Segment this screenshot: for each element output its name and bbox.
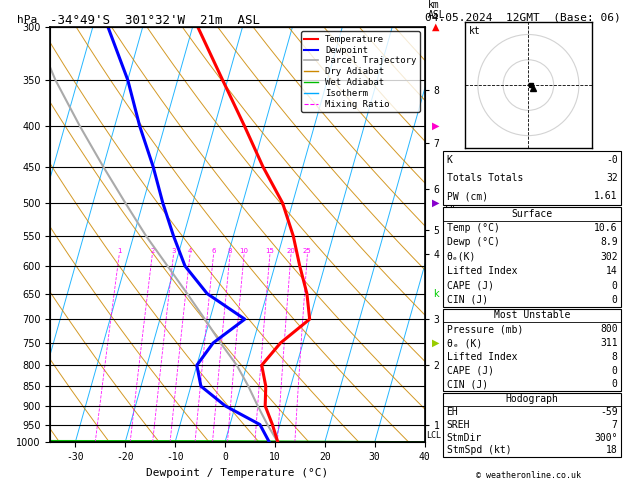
- Text: Pressure (mb): Pressure (mb): [447, 324, 523, 334]
- Text: 1: 1: [117, 248, 121, 254]
- Text: km
ASL: km ASL: [428, 0, 446, 20]
- Text: Dewp (°C): Dewp (°C): [447, 238, 499, 247]
- Text: kt: kt: [469, 26, 481, 35]
- Y-axis label: Mixing Ratio (g/kg): Mixing Ratio (g/kg): [445, 179, 455, 290]
- Text: Surface: Surface: [511, 208, 552, 219]
- Text: ▲: ▲: [432, 22, 440, 32]
- Text: 0: 0: [612, 295, 618, 305]
- Text: 0: 0: [612, 280, 618, 291]
- Text: 04.05.2024  12GMT  (Base: 06): 04.05.2024 12GMT (Base: 06): [425, 12, 620, 22]
- Text: ▶: ▶: [432, 338, 440, 348]
- Text: 10: 10: [240, 248, 248, 254]
- Text: Lifted Index: Lifted Index: [447, 352, 517, 362]
- Text: hPa: hPa: [16, 15, 37, 25]
- Text: 15: 15: [265, 248, 274, 254]
- Text: -0: -0: [606, 155, 618, 165]
- Legend: Temperature, Dewpoint, Parcel Trajectory, Dry Adiabat, Wet Adiabat, Isotherm, Mi: Temperature, Dewpoint, Parcel Trajectory…: [301, 31, 420, 112]
- Text: PW (cm): PW (cm): [447, 191, 487, 201]
- Text: 2: 2: [150, 248, 155, 254]
- Text: 300°: 300°: [594, 433, 618, 443]
- Text: K: K: [447, 155, 452, 165]
- Text: Most Unstable: Most Unstable: [494, 311, 570, 320]
- Text: 7: 7: [612, 420, 618, 430]
- Text: k: k: [433, 289, 438, 298]
- Text: Temp (°C): Temp (°C): [447, 223, 499, 233]
- Text: 25: 25: [303, 248, 312, 254]
- Text: 0: 0: [612, 380, 618, 389]
- Text: 18: 18: [606, 446, 618, 455]
- Text: SREH: SREH: [447, 420, 470, 430]
- Text: -59: -59: [600, 407, 618, 417]
- Text: ▶: ▶: [432, 198, 440, 208]
- Text: ▶: ▶: [432, 121, 440, 131]
- Text: 10.6: 10.6: [594, 223, 618, 233]
- Text: 1.61: 1.61: [594, 191, 618, 201]
- Text: 0: 0: [612, 365, 618, 376]
- Text: CAPE (J): CAPE (J): [447, 365, 494, 376]
- Text: 6: 6: [211, 248, 216, 254]
- Text: EH: EH: [447, 407, 459, 417]
- Text: LCL: LCL: [426, 431, 442, 440]
- Text: © weatheronline.co.uk: © weatheronline.co.uk: [476, 470, 581, 480]
- Text: CIN (J): CIN (J): [447, 380, 487, 389]
- Text: Totals Totals: Totals Totals: [447, 173, 523, 183]
- Text: StmDir: StmDir: [447, 433, 482, 443]
- X-axis label: Dewpoint / Temperature (°C): Dewpoint / Temperature (°C): [147, 468, 328, 478]
- Text: CIN (J): CIN (J): [447, 295, 487, 305]
- Text: 20: 20: [287, 248, 296, 254]
- Text: 14: 14: [606, 266, 618, 276]
- Text: 8: 8: [612, 352, 618, 362]
- Text: CAPE (J): CAPE (J): [447, 280, 494, 291]
- Text: 8.9: 8.9: [600, 238, 618, 247]
- Text: θₑ (K): θₑ (K): [447, 338, 482, 348]
- Text: 3: 3: [171, 248, 175, 254]
- Text: 302: 302: [600, 252, 618, 262]
- Text: Lifted Index: Lifted Index: [447, 266, 517, 276]
- Text: StmSpd (kt): StmSpd (kt): [447, 446, 511, 455]
- Text: 4: 4: [188, 248, 192, 254]
- Text: -34°49'S  301°32'W  21m  ASL: -34°49'S 301°32'W 21m ASL: [50, 14, 260, 27]
- Text: θₑ(K): θₑ(K): [447, 252, 476, 262]
- Text: 32: 32: [606, 173, 618, 183]
- Text: 311: 311: [600, 338, 618, 348]
- Text: 8: 8: [228, 248, 232, 254]
- Text: Hodograph: Hodograph: [505, 394, 559, 404]
- Text: 800: 800: [600, 324, 618, 334]
